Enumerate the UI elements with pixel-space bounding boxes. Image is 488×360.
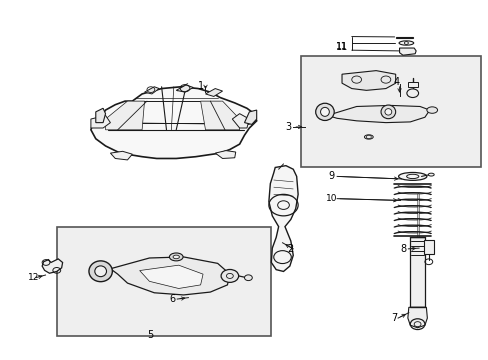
Polygon shape — [144, 87, 159, 94]
Ellipse shape — [173, 255, 179, 259]
Ellipse shape — [364, 135, 372, 139]
Text: 1: 1 — [198, 81, 204, 91]
Ellipse shape — [315, 103, 333, 121]
Polygon shape — [205, 89, 222, 96]
Circle shape — [221, 270, 238, 282]
Polygon shape — [200, 101, 239, 130]
Polygon shape — [232, 114, 249, 128]
Polygon shape — [395, 37, 412, 39]
Text: 11: 11 — [335, 42, 347, 51]
Polygon shape — [110, 151, 132, 160]
Polygon shape — [176, 85, 193, 92]
Text: 5: 5 — [147, 330, 153, 340]
Text: 12: 12 — [27, 273, 39, 282]
Bar — [423, 240, 433, 253]
Polygon shape — [268, 166, 298, 271]
Ellipse shape — [169, 253, 183, 261]
Ellipse shape — [427, 173, 433, 176]
Polygon shape — [244, 110, 256, 125]
Ellipse shape — [398, 41, 413, 45]
Text: 8: 8 — [400, 244, 406, 254]
Bar — [300, 56, 480, 167]
Polygon shape — [140, 265, 203, 288]
Polygon shape — [327, 105, 429, 123]
Text: 11: 11 — [335, 42, 348, 51]
Text: 9: 9 — [328, 171, 334, 181]
Ellipse shape — [320, 107, 329, 116]
Ellipse shape — [95, 266, 106, 276]
Polygon shape — [399, 48, 415, 55]
Ellipse shape — [89, 261, 112, 282]
Circle shape — [244, 275, 252, 280]
Polygon shape — [42, 259, 62, 273]
Polygon shape — [91, 116, 110, 128]
Text: 10: 10 — [326, 194, 337, 203]
Text: 2: 2 — [287, 244, 293, 254]
Bar — [409, 237, 425, 307]
Bar — [57, 226, 271, 336]
Circle shape — [406, 89, 418, 98]
Polygon shape — [407, 307, 427, 328]
Ellipse shape — [384, 109, 391, 115]
Text: 3: 3 — [285, 122, 291, 132]
Text: 7: 7 — [390, 313, 396, 323]
Polygon shape — [105, 101, 144, 130]
Ellipse shape — [380, 105, 395, 119]
Polygon shape — [91, 87, 256, 158]
Polygon shape — [110, 257, 229, 295]
Polygon shape — [341, 71, 395, 90]
Bar — [407, 82, 417, 87]
Text: 6: 6 — [169, 294, 175, 304]
Ellipse shape — [398, 172, 426, 180]
Ellipse shape — [426, 107, 437, 113]
Text: 4: 4 — [392, 77, 399, 87]
Polygon shape — [96, 108, 105, 123]
Polygon shape — [215, 150, 235, 158]
